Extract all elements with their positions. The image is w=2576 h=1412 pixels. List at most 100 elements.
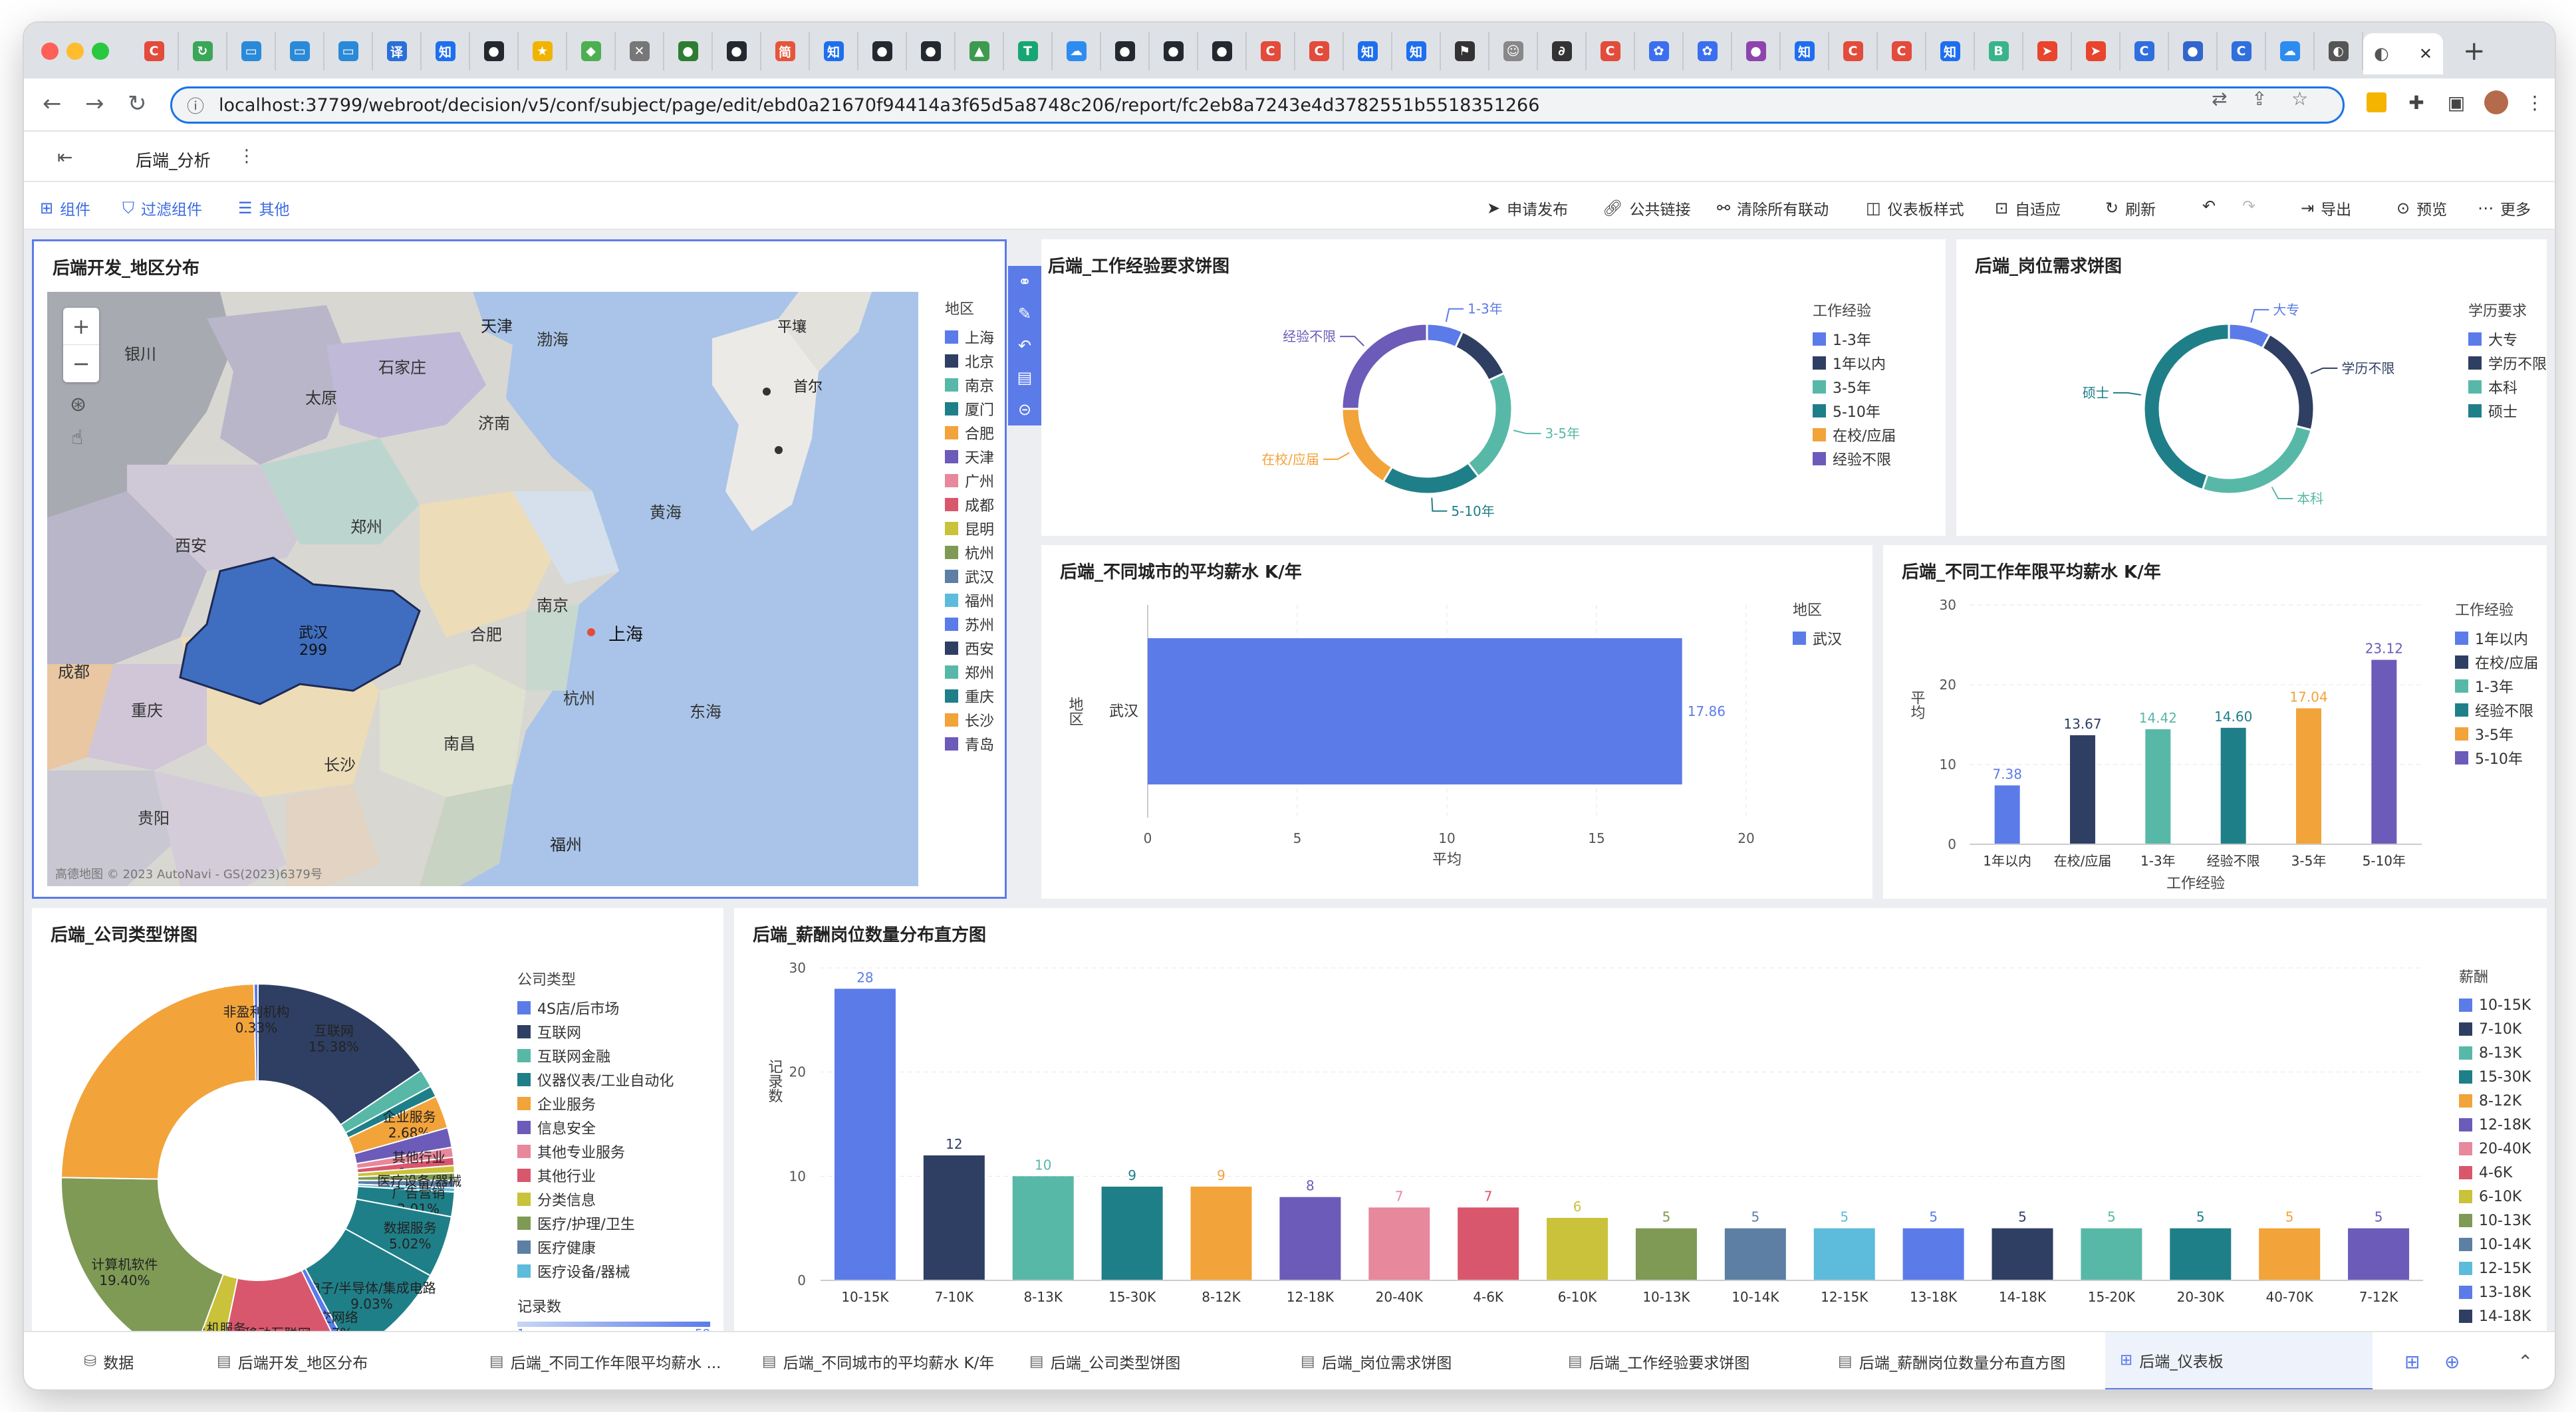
legend-item[interactable]: 武汉 <box>945 564 994 588</box>
experience-salary-bar[interactable] <box>2371 659 2397 844</box>
close-window-button[interactable] <box>41 43 59 60</box>
components-button[interactable]: ⊞ 组件 <box>40 197 90 219</box>
legend-item[interactable]: 其他专业服务 <box>517 1139 710 1163</box>
legend-item[interactable]: 12-18K <box>2459 1113 2531 1137</box>
legend-item[interactable]: 12-15K <box>2459 1256 2531 1280</box>
salary-histogram-bar[interactable] <box>1190 1187 1252 1280</box>
legend-item[interactable]: 广州 <box>945 469 994 493</box>
legend-item[interactable]: 天津 <box>945 445 994 469</box>
preview-button[interactable]: ⊙ 预览 <box>2396 197 2447 219</box>
company-pie-slice[interactable] <box>61 983 257 1180</box>
legend-item[interactable]: 信息安全 <box>517 1116 710 1139</box>
browser-tab[interactable]: C <box>1247 32 1295 70</box>
other-button[interactable]: ☰ 其他 <box>238 197 290 219</box>
map-card[interactable]: 后端开发_地区分布 <box>32 239 1007 899</box>
legend-item[interactable]: 10-14K <box>2459 1233 2531 1256</box>
legend-item[interactable]: 8-12K <box>2459 1089 2531 1113</box>
experience-pie-slice[interactable] <box>1466 372 1513 479</box>
sidebar-icon[interactable]: ▣ <box>2447 91 2466 114</box>
back-icon[interactable]: ← <box>43 90 62 117</box>
browser-tab[interactable]: 简 <box>761 32 810 70</box>
new-tab-button[interactable]: + <box>2463 36 2486 66</box>
company-pie-chart[interactable]: 互联网15.38%企业服务2.68%其他行业0.67%医疗设备/器械0.33%广… <box>59 961 524 1331</box>
company-pie-slice[interactable] <box>217 1269 344 1331</box>
salary-histogram-bar[interactable] <box>2081 1228 2142 1280</box>
browser-tab[interactable]: ● <box>713 32 761 70</box>
browser-tab[interactable]: ✿ <box>1635 32 1684 70</box>
browser-tab[interactable]: ⚑ <box>1441 32 1489 70</box>
salary-histogram-bar[interactable] <box>1279 1197 1341 1280</box>
salary-histogram-bar[interactable] <box>1813 1228 1875 1280</box>
salary-histogram-bar[interactable] <box>1101 1187 1163 1280</box>
legend-item[interactable]: 企业服务 <box>517 1092 710 1116</box>
browser-tab[interactable]: ● <box>1101 32 1150 70</box>
legend-item[interactable]: 成都 <box>945 493 994 517</box>
experience-salary-bar[interactable] <box>2070 735 2095 844</box>
legend-item[interactable]: 杭州 <box>945 540 994 564</box>
adaptive-button[interactable]: ⊡ 自适应 <box>1995 197 2061 219</box>
browser-tab[interactable]: C <box>1295 32 1344 70</box>
education-pie-slice[interactable] <box>2201 425 2313 495</box>
minimize-window-button[interactable] <box>66 43 84 60</box>
company-pie-card[interactable]: 后端_公司类型饼图 互联网15.38%企业服务2.68%其他行业0.67%医疗设… <box>32 908 723 1341</box>
experience-pie-slice[interactable] <box>1341 322 1428 410</box>
legend-item[interactable]: 3-5年 <box>1813 375 1896 399</box>
browser-tab[interactable]: 知 <box>422 32 470 70</box>
public-link-button[interactable]: 🔗︎ 公共链接 <box>1603 197 1690 219</box>
experience-pie-slice[interactable] <box>1381 461 1480 495</box>
browser-tab[interactable]: ▭ <box>324 32 373 70</box>
legend-item[interactable]: 经验不限 <box>2455 698 2538 722</box>
legend-item[interactable]: 苏州 <box>945 612 994 636</box>
legend-item[interactable]: 20-40K <box>2459 1137 2531 1161</box>
company-pie-slice[interactable] <box>257 983 422 1126</box>
salary-histogram-bar[interactable] <box>1458 1207 1519 1280</box>
salary-histogram-bar[interactable] <box>1724 1228 1786 1280</box>
clear-linkage-button[interactable]: ⚯ 清除所有联动 <box>1717 197 1829 219</box>
bottom-tab-city-salary[interactable]: ▤ 后端_不同城市的平均薪水 K/年 <box>762 1332 994 1389</box>
browser-tab[interactable]: ● <box>1198 32 1247 70</box>
more-options-icon[interactable]: ⋮ <box>238 146 255 166</box>
legend-item[interactable]: 医疗/护理/卫生 <box>517 1211 710 1235</box>
bottom-tab-map[interactable]: ▤ 后端开发_地区分布 <box>217 1332 368 1389</box>
browser-tab[interactable]: ● <box>470 32 519 70</box>
zoom-out-button[interactable]: − <box>72 351 90 376</box>
undo-button[interactable]: ↶ <box>2202 197 2222 215</box>
site-info-icon[interactable]: ⓘ <box>187 96 205 117</box>
legend-item[interactable]: 上海 <box>945 325 994 349</box>
experience-pie-chart[interactable]: 1-3年 3-5年 5-10年 在校/应届 经验不限 <box>1241 293 1613 525</box>
legend-item[interactable]: 仪器仪表/工业自动化 <box>517 1068 710 1092</box>
bookmark-star-icon[interactable]: ☆ <box>2291 88 2309 110</box>
legend-item[interactable]: 1年以内 <box>2455 626 2538 650</box>
comment-icon[interactable]: ▤ <box>1017 368 1033 387</box>
experience-pie-slice[interactable] <box>1454 330 1506 382</box>
map-pan-hand-icon[interactable]: ☝ <box>71 426 84 449</box>
legend-item[interactable]: 经验不限 <box>1813 447 1896 471</box>
edit-icon[interactable]: ✎ <box>1017 304 1032 323</box>
translate-icon[interactable]: ⇄ <box>2212 88 2228 110</box>
browser-tab[interactable]: T <box>1004 32 1053 70</box>
education-pie-slice[interactable] <box>2142 322 2230 491</box>
browser-tab[interactable]: 知 <box>1392 32 1441 70</box>
legend-item[interactable]: 其他行业 <box>517 1163 710 1187</box>
legend-item[interactable]: 青岛 <box>945 732 994 756</box>
legend-item[interactable]: 郑州 <box>945 660 994 684</box>
legend-item[interactable]: 10-13K <box>2459 1209 2531 1233</box>
salary-histogram-bar[interactable] <box>834 989 896 1280</box>
legend-item[interactable]: 4-6K <box>2459 1161 2531 1185</box>
browser-tab[interactable]: ▭ <box>276 32 324 70</box>
education-pie-card[interactable]: 后端_岗位需求饼图 大专 学历不限 本科 硕士 学历要求 大专 学历不限 本科 硕士 <box>1956 239 2547 536</box>
bottom-tab-data[interactable]: ⛁ 数据 <box>84 1332 134 1389</box>
bottom-tab-dashboard[interactable]: ⊞ 后端_仪表板 <box>2105 1332 2373 1389</box>
browser-tab[interactable]: ✿ <box>1684 32 1732 70</box>
legend-item[interactable]: 学历不限 <box>2468 351 2547 375</box>
legend-item[interactable]: 互联网金融 <box>517 1044 710 1068</box>
url-field[interactable]: ⓘ localhost:37799/webroot/decision/v5/co… <box>170 86 2345 124</box>
browser-tab[interactable]: ◐ <box>2315 32 2363 70</box>
legend-item[interactable]: 医疗健康 <box>517 1235 710 1259</box>
bottom-tab-exp-salary[interactable]: ▤ 后端_不同工作年限平均薪水 ... <box>489 1332 721 1389</box>
legend-item[interactable]: 7-10K <box>2459 1017 2531 1041</box>
experience-salary-bar[interactable] <box>2145 729 2171 844</box>
dashboard-style-button[interactable]: ◫ 仪表板样式 <box>1866 197 1964 219</box>
salary-histogram-bar[interactable] <box>1547 1218 1609 1280</box>
